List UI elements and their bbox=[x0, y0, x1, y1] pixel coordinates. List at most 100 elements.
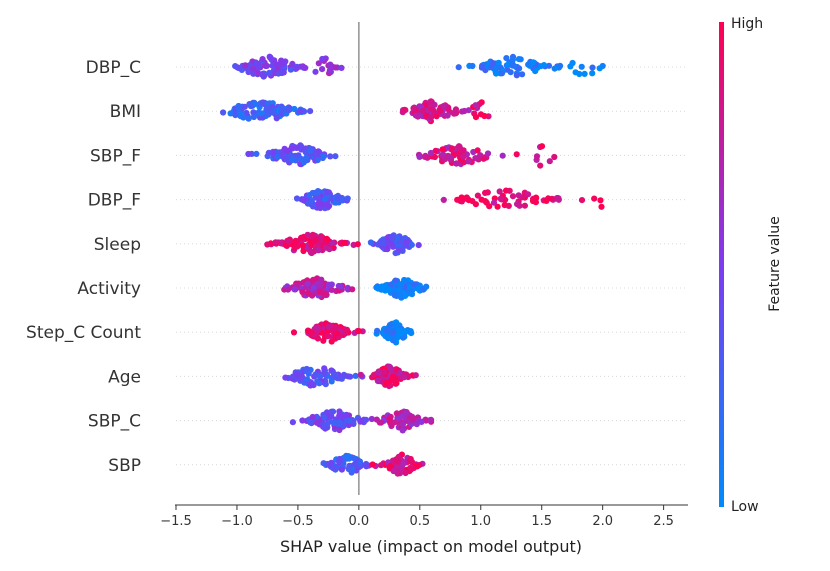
data-point bbox=[324, 188, 331, 195]
data-point bbox=[545, 195, 552, 202]
data-point bbox=[304, 376, 311, 383]
data-point bbox=[245, 115, 252, 122]
data-point bbox=[498, 70, 506, 77]
data-point bbox=[290, 329, 298, 336]
colorbar-low-label: Low bbox=[731, 499, 759, 515]
data-point bbox=[370, 371, 377, 378]
data-point bbox=[266, 54, 274, 61]
data-point bbox=[460, 147, 467, 154]
x-tick-label: 0.5 bbox=[409, 514, 430, 529]
x-tick-label: −1.5 bbox=[160, 514, 192, 529]
data-point bbox=[373, 416, 380, 423]
data-point bbox=[455, 64, 462, 71]
data-point bbox=[299, 242, 307, 249]
data-point bbox=[400, 460, 407, 467]
data-point bbox=[453, 160, 460, 167]
data-point bbox=[334, 195, 341, 202]
data-point bbox=[472, 201, 479, 208]
data-point bbox=[250, 70, 257, 77]
x-tick-label: 0.0 bbox=[349, 514, 370, 529]
data-point bbox=[401, 106, 408, 113]
data-point bbox=[245, 150, 252, 158]
data-point bbox=[338, 466, 345, 473]
data-point bbox=[386, 321, 394, 329]
x-tick-label: 1.5 bbox=[531, 514, 552, 529]
data-point bbox=[437, 108, 444, 115]
data-point bbox=[439, 151, 446, 158]
feature-label: Age bbox=[108, 367, 141, 387]
data-point bbox=[374, 377, 381, 384]
data-point bbox=[304, 200, 311, 207]
data-point bbox=[297, 108, 304, 115]
data-point bbox=[265, 149, 272, 156]
data-point bbox=[316, 373, 324, 380]
data-point bbox=[375, 369, 382, 376]
data-point bbox=[352, 372, 359, 379]
data-point bbox=[264, 241, 271, 248]
data-point bbox=[272, 239, 279, 246]
data-point bbox=[497, 195, 504, 202]
data-point bbox=[513, 151, 520, 158]
data-point bbox=[525, 191, 532, 198]
data-point bbox=[409, 416, 416, 423]
data-point bbox=[448, 145, 456, 152]
data-point bbox=[486, 203, 493, 210]
data-point bbox=[350, 454, 357, 462]
data-point bbox=[396, 370, 403, 377]
data-point bbox=[291, 286, 298, 293]
row-guides bbox=[176, 66, 688, 466]
data-point bbox=[525, 61, 532, 68]
data-point bbox=[393, 322, 400, 329]
data-point bbox=[291, 244, 298, 252]
x-axis: −1.5 −1.0 −0.5 0.0 0.5 1.0 1.5 2.0 2.5 bbox=[160, 504, 688, 529]
data-point bbox=[282, 374, 289, 381]
data-point bbox=[399, 421, 406, 428]
data-point bbox=[515, 192, 522, 199]
colorbar-gradient bbox=[719, 22, 724, 507]
data-point bbox=[243, 109, 250, 117]
data-point bbox=[403, 239, 410, 246]
data-point bbox=[310, 284, 317, 291]
data-point bbox=[392, 277, 399, 284]
data-point bbox=[493, 70, 500, 77]
data-point bbox=[505, 202, 512, 209]
data-point bbox=[496, 188, 503, 195]
data-point bbox=[472, 102, 479, 109]
data-point bbox=[389, 373, 397, 380]
data-point bbox=[321, 365, 328, 372]
data-point bbox=[348, 469, 355, 476]
data-point bbox=[391, 419, 398, 426]
data-point bbox=[285, 238, 292, 245]
data-point bbox=[337, 283, 344, 290]
data-point bbox=[310, 276, 317, 283]
data-point bbox=[269, 109, 276, 116]
data-point bbox=[427, 98, 434, 105]
data-point bbox=[259, 56, 266, 63]
feature-label: SBP_F bbox=[90, 146, 141, 166]
data-point bbox=[377, 462, 385, 469]
data-point bbox=[516, 202, 523, 209]
data-point bbox=[540, 62, 548, 69]
data-point bbox=[557, 62, 564, 69]
data-point bbox=[308, 329, 316, 336]
data-point bbox=[341, 239, 348, 246]
data-point bbox=[279, 68, 286, 75]
data-point bbox=[390, 335, 397, 342]
data-point bbox=[555, 195, 562, 202]
data-point bbox=[249, 65, 257, 72]
data-point bbox=[329, 328, 336, 335]
feature-label: DBP_F bbox=[88, 191, 141, 211]
data-point bbox=[299, 417, 306, 424]
data-point bbox=[319, 55, 326, 63]
data-point bbox=[396, 291, 404, 298]
data-point bbox=[461, 195, 468, 202]
data-point bbox=[495, 59, 502, 66]
data-point bbox=[387, 463, 394, 470]
data-point bbox=[589, 70, 596, 77]
x-ticks: −1.5 −1.0 −0.5 0.0 0.5 1.0 1.5 2.0 2.5 bbox=[160, 505, 674, 529]
data-point bbox=[474, 147, 481, 154]
data-point bbox=[262, 62, 269, 69]
data-point bbox=[530, 195, 537, 202]
data-points bbox=[220, 53, 606, 477]
data-point bbox=[320, 337, 327, 344]
